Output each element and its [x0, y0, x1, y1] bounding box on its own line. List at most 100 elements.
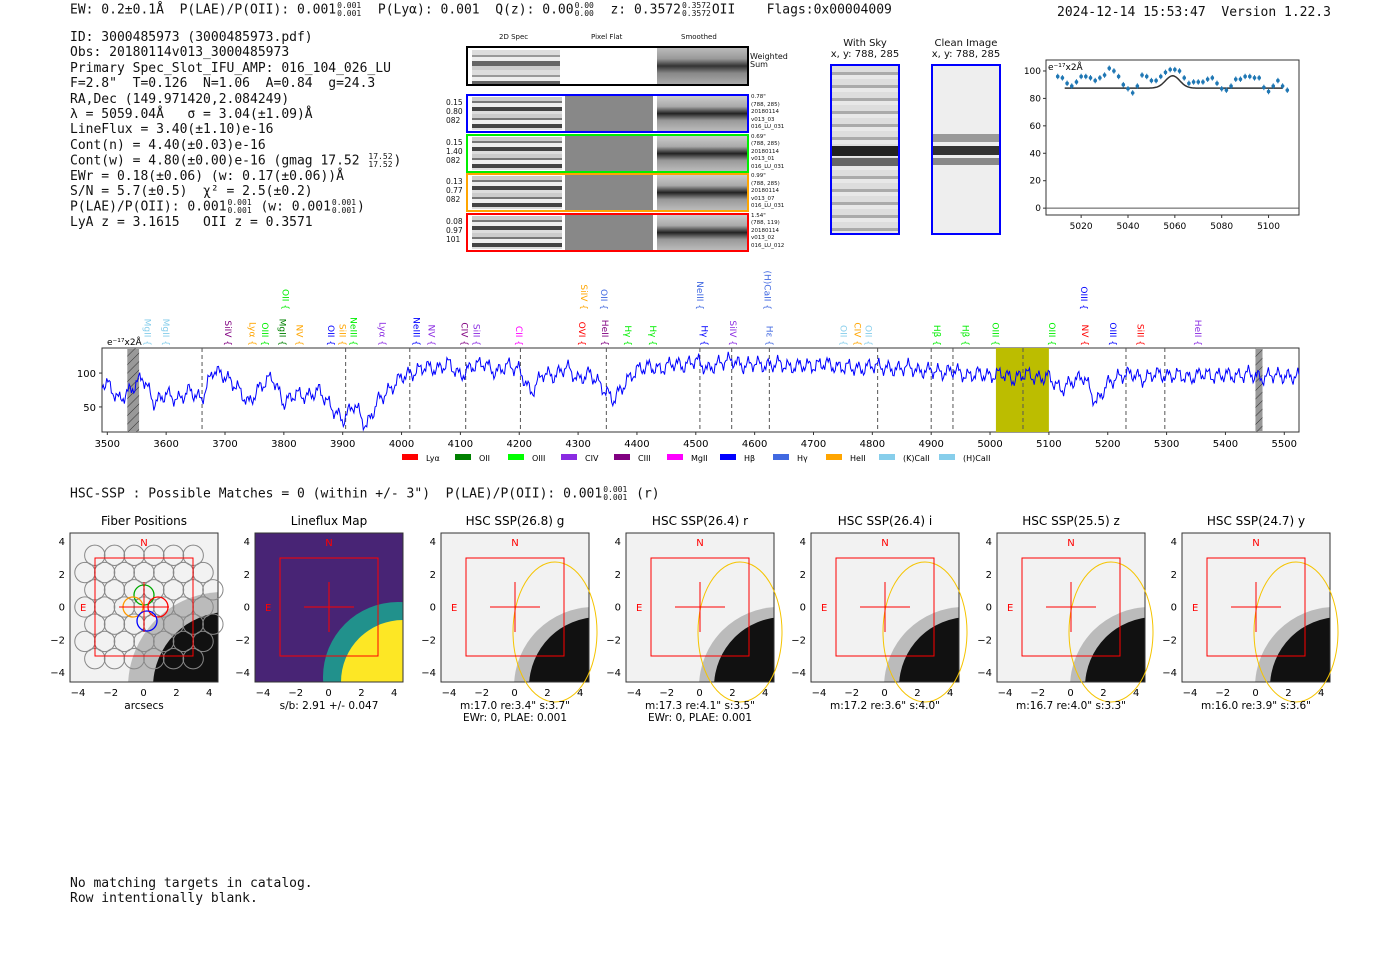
- x-tick-label: 4: [947, 688, 953, 699]
- x-tick-label: 5000: [977, 439, 1002, 450]
- line-fit-chart: 5020 5040 5060 5080 5100 0 20 40 60 80 100 e⁻¹⁷x2Å: [1024, 59, 1300, 232]
- x-tick-label: 4300: [565, 439, 590, 450]
- emission-line-label: HeII {: [599, 320, 609, 346]
- data-point: [1201, 80, 1205, 84]
- fiber-circle: [93, 630, 116, 653]
- fiber-cutout-row: [466, 173, 749, 212]
- emission-line-label: MgII {: [160, 319, 170, 346]
- y-tick-label: −2: [50, 635, 65, 646]
- y-tick-label: 50: [83, 403, 96, 414]
- galaxy-core: [528, 617, 589, 682]
- x-tick-label: 3900: [330, 439, 355, 450]
- panel-caption: EWr: 0, PLAE: 0.001: [648, 712, 752, 723]
- col-smoothed: Smoothed: [681, 33, 717, 41]
- emission-line-label: Hγ {: [647, 325, 657, 346]
- fiber-circle: [153, 630, 175, 653]
- x-tick-label: 5020: [1070, 222, 1093, 232]
- legend-swatch: [614, 454, 630, 460]
- data-point: [1088, 76, 1093, 80]
- legend-swatch: [773, 454, 789, 460]
- data-point: [1116, 74, 1121, 79]
- data-point: [1079, 74, 1083, 79]
- x-tick-label: −2: [1030, 688, 1045, 699]
- legend-label: Hγ: [797, 454, 808, 463]
- fiber-pixel-flat: [565, 214, 653, 250]
- fiber-circle: [113, 561, 135, 584]
- fiber-smoothed: [657, 175, 747, 210]
- legend-swatch: [939, 454, 955, 460]
- fiber-2d-spec: [472, 136, 562, 170]
- data-point: [1224, 88, 1229, 92]
- y-tick-label: 0: [800, 603, 806, 614]
- search-box: [650, 557, 750, 657]
- data-point: [1196, 80, 1201, 84]
- data-point: [1144, 74, 1149, 79]
- plae-value: P(LAE)/P(OII): 0.001: [179, 2, 337, 18]
- unit-label: e⁻¹⁷x2Å: [1048, 61, 1084, 73]
- params-line: F=2.8" T=0.126 N=1.06 A=0.84 g=24.3: [70, 76, 376, 92]
- clean-image: [931, 64, 1001, 235]
- fiber-circle: [103, 647, 126, 670]
- data-point: [1252, 76, 1257, 80]
- y-tick-label: −2: [421, 635, 436, 646]
- legend-label: Lyα: [426, 454, 440, 463]
- qz-range: 0.00 0.00: [574, 1, 594, 18]
- emission-line-label: CII {: [513, 326, 523, 346]
- contn-line: Cont(n) = 4.40(±0.03)e-16: [70, 137, 266, 153]
- y-tick-label: 100: [77, 369, 96, 380]
- y-tick-label: −2: [606, 635, 621, 646]
- cutout-panel: HSC SSP(26.8) g N E 4 2 0 −2 −4 −4 −2 0 2 4 m:17.0 re…: [421, 514, 598, 723]
- north-label: N: [1067, 538, 1074, 549]
- y-tick-label: 4: [800, 537, 806, 548]
- y-tick-label: 4: [615, 537, 621, 548]
- data-point: [1126, 87, 1130, 91]
- emission-line-label: CIV {: [852, 322, 862, 346]
- data-point: [1276, 78, 1280, 83]
- panel-caption: m:17.0 re:3.4" s:3.7": [460, 700, 570, 712]
- flags-value: Flags:0x00004009: [766, 2, 892, 18]
- search-box: [1021, 557, 1120, 657]
- galaxy-core: [1084, 617, 1145, 682]
- fiber-stats: 0.08 0.97 101: [446, 216, 463, 244]
- x-tick-label: 0: [511, 688, 517, 699]
- fiber-stats: 0.15 0.80 082: [446, 98, 463, 125]
- sn-line: S/N = 5.7(±0.5) χ² = 2.5(±0.2): [70, 183, 313, 199]
- plae-range: 0.001 0.001: [337, 1, 362, 18]
- panel-title: HSC SSP(25.5) z: [1022, 514, 1120, 528]
- x-tick-label: 3600: [153, 439, 178, 450]
- y-tick-label: −2: [236, 635, 251, 646]
- legend-label: CIV: [585, 454, 599, 463]
- fiber-smoothed: [657, 135, 747, 171]
- x-tick-label: −4: [441, 688, 456, 699]
- fiber-2d-spec: [472, 176, 562, 209]
- y-tick-label: −4: [977, 668, 992, 679]
- fiber-circle: [162, 647, 185, 670]
- x-tick-label: 2: [359, 688, 365, 699]
- aperture-ellipse: [1253, 561, 1339, 703]
- search-box: [465, 557, 565, 657]
- panel-caption: EWr: 0, PLAE: 0.001: [463, 712, 567, 723]
- east-label: E: [636, 603, 642, 614]
- data-point: [1055, 74, 1060, 79]
- x-tick-label: 4: [1318, 688, 1324, 699]
- data-point: [1065, 81, 1069, 86]
- north-label: N: [326, 538, 333, 549]
- fiber-pixel-flat: [565, 135, 653, 171]
- emission-line-label: Lyα {: [247, 322, 257, 346]
- search-box: [94, 557, 194, 657]
- cutout-panel: HSC SSP(25.5) z N E 4 2 0 −2 −4 −4 −2 0 2 4 m:16.7 re…: [977, 514, 1153, 712]
- x-tick-label: 2: [1100, 688, 1106, 699]
- panel-title: HSC SSP(26.4) i: [838, 514, 933, 528]
- weighted-sum-label: Weighted Sum: [750, 52, 788, 70]
- aperture-ellipse: [1068, 561, 1153, 703]
- col-pixel-flat: Pixel Flat: [591, 33, 623, 41]
- emission-line-label: SiIV {: [578, 284, 588, 310]
- version-stamp: 2024-12-14 15:53:47 Version 1.22.3: [1057, 5, 1331, 20]
- data-point: [1130, 91, 1135, 95]
- fiber-info: 0.78" (788, 285) 20180114 v013_03 016_LU…: [751, 94, 785, 131]
- emission-line-label: OIII {: [1046, 322, 1056, 346]
- search-box: [1206, 557, 1306, 657]
- x-tick-label: −2: [289, 688, 304, 699]
- legend-swatch: [879, 454, 895, 460]
- x-tick-label: 4: [391, 688, 397, 699]
